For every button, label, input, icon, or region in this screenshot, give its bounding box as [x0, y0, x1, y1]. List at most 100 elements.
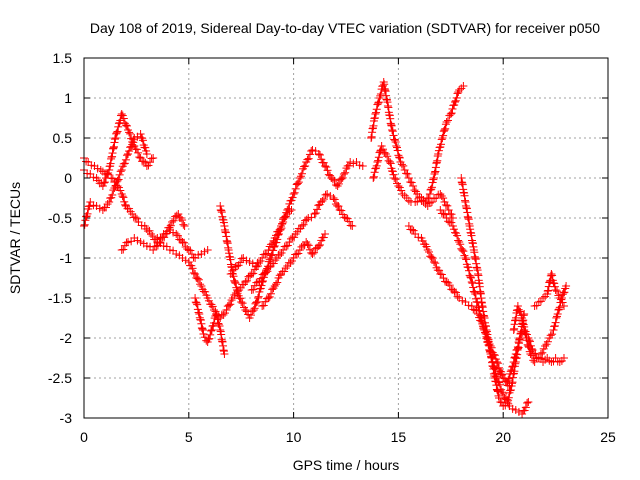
y-tick-label: 1.5 [53, 50, 73, 66]
y-tick-label: -1 [60, 250, 73, 266]
data-point [499, 374, 508, 382]
y-tick-label: 0.5 [53, 130, 73, 146]
data-point [553, 310, 562, 318]
data-point [370, 168, 379, 177]
data-point [318, 196, 327, 205]
data-point [302, 215, 311, 224]
data-point [193, 274, 202, 283]
data-point [455, 86, 464, 94]
data-point [550, 279, 559, 288]
data-point [321, 162, 330, 170]
data-point [386, 159, 395, 168]
data-point [555, 358, 564, 366]
data-point [321, 230, 330, 238]
data-point [548, 330, 557, 339]
y-tick-label: 1 [64, 90, 72, 106]
data-point [196, 316, 205, 325]
data-point [193, 300, 202, 309]
data-point [492, 372, 501, 381]
data-point [112, 128, 121, 137]
data-point [456, 240, 465, 249]
data-point [543, 337, 552, 346]
data-point [290, 233, 299, 242]
data-point [225, 301, 234, 310]
y-tick-label: -2.5 [48, 370, 72, 386]
data-point [147, 154, 156, 163]
data-point [136, 130, 145, 138]
data-point [82, 157, 91, 166]
data-point [447, 109, 456, 118]
data-point [541, 342, 550, 350]
data-point [168, 218, 177, 226]
data-point [513, 302, 522, 310]
data-point [197, 319, 206, 328]
data-point [337, 206, 346, 215]
data-point [454, 236, 463, 245]
data-point [503, 378, 512, 386]
data-point [521, 330, 530, 339]
data-point [277, 222, 286, 230]
data-point [431, 259, 440, 268]
data-point [313, 205, 322, 214]
data-point [477, 313, 486, 322]
data-point [281, 212, 290, 221]
data-point [548, 271, 557, 280]
data-point [131, 213, 140, 222]
data-point [119, 193, 128, 202]
data-point [81, 216, 90, 225]
data-point [425, 190, 434, 198]
data-point [391, 175, 400, 184]
data-point [278, 220, 287, 229]
data-point [391, 137, 400, 146]
data-point [215, 321, 224, 330]
data-point [189, 253, 198, 262]
data-point [372, 164, 381, 173]
data-point [493, 359, 502, 368]
data-point [524, 342, 533, 351]
data-point [236, 294, 245, 303]
data-point [111, 182, 120, 190]
data-point [521, 403, 530, 412]
data-point [295, 174, 304, 182]
data-point [545, 356, 554, 365]
data-point [450, 98, 459, 106]
data-point [411, 198, 420, 206]
data-point [263, 267, 272, 276]
data-point [444, 206, 453, 214]
data-point [404, 196, 413, 205]
data-point [172, 230, 181, 238]
data-point [544, 286, 553, 295]
data-point [386, 158, 395, 166]
data-point [255, 259, 264, 268]
data-point [560, 288, 569, 297]
data-point [121, 155, 130, 164]
data-point [207, 300, 216, 309]
data-point [303, 240, 312, 249]
data-points [80, 78, 571, 418]
data-point [217, 208, 226, 217]
data-point [247, 286, 256, 294]
data-point [523, 398, 532, 407]
data-point [398, 190, 407, 198]
data-point [547, 358, 556, 366]
data-point [125, 147, 134, 156]
data-point [323, 166, 332, 175]
data-point [373, 158, 382, 166]
data-point [249, 269, 258, 278]
data-point [184, 246, 193, 254]
data-point [319, 158, 328, 167]
data-point [369, 172, 378, 181]
data-point [448, 222, 457, 230]
data-point [482, 334, 491, 343]
data-point [551, 286, 560, 294]
data-point [459, 247, 468, 256]
data-point [271, 280, 280, 289]
data-point [100, 178, 109, 187]
data-point [179, 220, 188, 229]
data-point [209, 306, 218, 314]
data-point [196, 280, 205, 289]
data-point [226, 300, 235, 309]
data-point [114, 175, 123, 184]
data-point [286, 259, 295, 268]
data-point [178, 238, 187, 246]
